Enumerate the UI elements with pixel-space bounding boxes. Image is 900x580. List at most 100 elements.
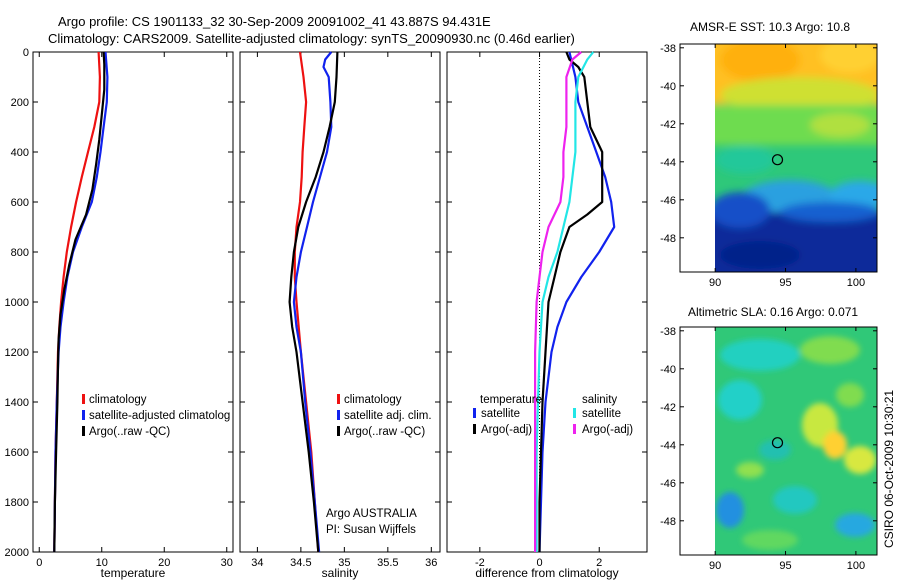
- series-line-salinity-satellite: [535, 51, 595, 552]
- x-axis-label: difference from climatology: [475, 566, 618, 580]
- y-tick-label: 600: [11, 197, 29, 209]
- legend-label-sal-satellite: satellite: [582, 408, 621, 420]
- annotation-argo-australia: Argo AUSTRALIA: [326, 508, 417, 520]
- sla-map-title: Altimetric SLA: 0.16 Argo: 0.071: [688, 305, 858, 319]
- x-tick-label: 10: [96, 557, 108, 569]
- legend-swatch-temp-satellite: [473, 408, 476, 418]
- y-tick-label: 1400: [5, 397, 29, 409]
- plot-frame: [32, 51, 234, 553]
- x-tick-label: 30: [221, 557, 233, 569]
- legend-label-argo: Argo(..raw -QC): [344, 426, 425, 438]
- legend-swatch-climatology: [82, 394, 85, 404]
- map-y-tick-label: -42: [660, 402, 676, 414]
- legend-title-temperature: temperature: [480, 394, 542, 406]
- legend-swatch-argo: [82, 426, 85, 436]
- series-line-argo: [53, 51, 106, 553]
- legend-swatch-sal-satellite: [573, 408, 576, 418]
- y-tick-label: 1800: [5, 497, 29, 509]
- series-line-salinity-argo: [534, 51, 583, 552]
- y-tick-label: 400: [11, 147, 29, 159]
- header-title-line2: Climatology: CARS2009. Satellite-adjuste…: [48, 31, 575, 46]
- map-y-tick-label: -40: [660, 364, 676, 376]
- y-tick-label: 2000: [5, 547, 29, 559]
- legend-label-satellite: satellite adj. clim.: [344, 410, 432, 422]
- annotation-pi: PI: Susan Wijffels: [326, 524, 416, 536]
- x-tick-label: 34: [251, 557, 263, 569]
- y-tick-label: 1200: [5, 347, 29, 359]
- plot-frame: [446, 51, 648, 553]
- legend-label-climatology: climatology: [89, 394, 147, 406]
- salinity-profile-panel: 34 34.5 35 35.5 36 salinity: [239, 51, 441, 580]
- map-y-tick-label: -44: [660, 157, 676, 169]
- map-y-tick-label: -40: [660, 81, 676, 93]
- sla-map-frame: [679, 326, 878, 556]
- map-y-tick-label: -42: [660, 119, 676, 131]
- series-line-satellite: [538, 51, 616, 553]
- map-x-tick-label: 95: [779, 560, 791, 572]
- x-tick-label: 0: [36, 557, 42, 569]
- legend-label-argo: Argo(..raw -QC): [89, 426, 170, 438]
- y-tick-label: 200: [11, 97, 29, 109]
- footer-credit: CSIRO 06-Oct-2009 10:30:21: [882, 390, 896, 548]
- x-tick-label: -2: [475, 557, 485, 569]
- sla-heatmap: [715, 327, 877, 555]
- map-x-tick-label: 100: [847, 560, 865, 572]
- x-axis-label: salinity: [322, 566, 359, 580]
- y-tick-label: 0: [23, 47, 29, 59]
- argo-float-marker: [771, 437, 784, 449]
- legend-swatch-satellite: [337, 410, 340, 420]
- sst-heatmap: [715, 44, 877, 272]
- sst-map-frame: [679, 43, 878, 273]
- legend-swatch-climatology: [337, 394, 340, 404]
- x-tick-label: 35.5: [377, 557, 398, 569]
- x-tick-label: 35: [338, 557, 350, 569]
- legend-label-climatology: climatology: [344, 394, 402, 406]
- series-line-argo: [538, 51, 604, 552]
- y-tick-label: 800: [11, 247, 29, 259]
- x-tick-label: 36: [425, 557, 437, 569]
- series-line-argo: [288, 51, 339, 553]
- legend-label-temp-satellite: satellite: [481, 408, 520, 420]
- header-title-line1: Argo profile: CS 1901133_32 30-Sep-2009 …: [58, 14, 491, 29]
- series-line-satellite: [292, 51, 333, 553]
- legend-swatch-temp-argo: [473, 424, 476, 434]
- x-tick-label: 0: [536, 557, 542, 569]
- legend-swatch-satellite: [82, 410, 85, 420]
- sla-map-panel: Altimetric SLA: 0.16 Argo: 0.071 90 95 100…: [660, 305, 878, 572]
- map-y-tick-label: -46: [660, 195, 676, 207]
- y-tick-label: 1600: [5, 447, 29, 459]
- legend-label-temp-argo: Argo(-adj): [481, 424, 532, 436]
- map-x-tick-label: 95: [779, 277, 791, 289]
- sst-map-title: AMSR-E SST: 10.3 Argo: 10.8: [690, 20, 850, 34]
- map-x-tick-label: 90: [709, 560, 721, 572]
- map-y-tick-label: -44: [660, 440, 676, 452]
- x-tick-label: 2: [596, 557, 602, 569]
- difference-legend: temperature salinity satellite Argo(-adj…: [473, 394, 633, 436]
- argo-float-marker: [771, 154, 784, 166]
- map-x-tick-label: 100: [847, 277, 865, 289]
- salinity-legend: climatology satellite adj. clim. Argo(..…: [326, 394, 432, 536]
- sst-map-panel: AMSR-E SST: 10.3 Argo: 10.8 90 95 100 -38 -4…: [660, 20, 878, 289]
- x-tick-label: 20: [158, 557, 170, 569]
- temperature-legend: climatology satellite-adjusted climatolo…: [82, 394, 230, 438]
- legend-swatch-argo: [337, 426, 340, 436]
- temperature-profile-panel: 0 10 20 30 temperature 0 200 400 600 800 1000 1200 1…: [5, 47, 234, 580]
- map-y-tick-label: -48: [660, 233, 676, 245]
- x-axis-label: temperature: [101, 566, 166, 580]
- map-y-tick-label: -46: [660, 478, 676, 490]
- map-y-tick-label: -48: [660, 516, 676, 528]
- map-y-tick-label: -38: [660, 43, 676, 55]
- legend-title-salinity: salinity: [582, 394, 617, 406]
- y-tick-label: 1000: [5, 297, 29, 309]
- map-x-tick-label: 90: [709, 277, 721, 289]
- sla-map-axes: 90 95 100 -38 -40 -42 -44 -46 -48: [660, 326, 877, 572]
- legend-label-satellite: satellite-adjusted climatolog: [89, 410, 230, 422]
- legend-swatch-sal-argo: [573, 424, 576, 434]
- sst-map-axes: 90 95 100 -38 -40 -42 -44 -46 -48: [660, 43, 877, 289]
- map-y-tick-label: -38: [660, 326, 676, 338]
- x-tick-label: 34.5: [290, 557, 311, 569]
- plot-frame: [239, 51, 441, 553]
- legend-label-sal-argo: Argo(-adj): [582, 424, 633, 436]
